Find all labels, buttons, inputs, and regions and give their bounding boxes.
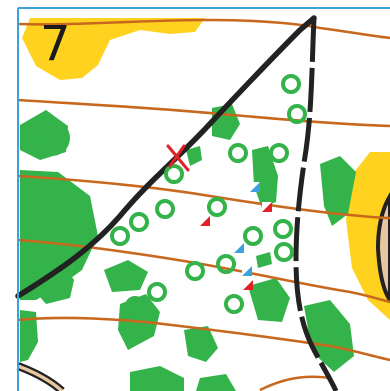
boulder-markers bbox=[200, 182, 272, 290]
map-frame bbox=[17, 7, 390, 391]
path-bottom-left-fill bbox=[17, 364, 64, 391]
open-land-right bbox=[346, 152, 390, 320]
feature-rings bbox=[110, 74, 307, 316]
open-land-top-left bbox=[22, 18, 205, 80]
track-dashed bbox=[293, 17, 339, 391]
path-fill-right bbox=[375, 192, 390, 304]
control-number: 7 bbox=[40, 16, 71, 72]
track-solid bbox=[15, 15, 317, 299]
route-cross-icon bbox=[166, 144, 190, 172]
